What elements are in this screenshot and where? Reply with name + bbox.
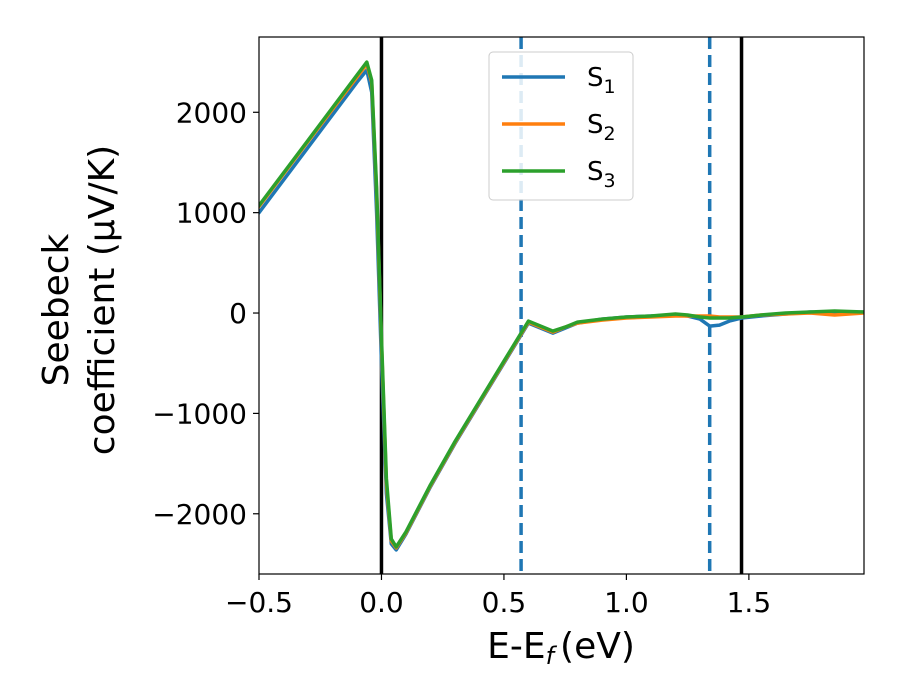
y-axis-label-line1: Seebeck — [36, 233, 77, 386]
legend-label-3: S3 — [587, 157, 616, 192]
y-tick-label: −2000 — [152, 498, 247, 531]
x-tick-label: 0.5 — [482, 586, 527, 619]
x-tick-label: −0.5 — [225, 586, 293, 619]
legend-label-1: S1 — [587, 63, 616, 98]
x-axis-label: E-Ef (eV) — [487, 626, 635, 670]
x-tick-label: 1.5 — [727, 586, 772, 619]
x-tick-label: 0.0 — [359, 586, 404, 619]
y-tick-label: 0 — [229, 297, 247, 330]
y-tick-label: 2000 — [176, 96, 247, 129]
y-axis-ticks: −2000 −1000 0 1000 2000 — [152, 96, 259, 531]
series-lines — [259, 60, 864, 552]
y-axis-label-line2: coefficient (μV/K) — [82, 145, 123, 455]
x-axis-ticks: −0.5 0.0 0.5 1.0 1.5 — [225, 574, 771, 619]
legend-label-2: S2 — [587, 110, 616, 145]
x-tick-label: 1.0 — [604, 586, 649, 619]
legend: S1 S2 S3 — [488, 51, 634, 201]
y-tick-label: 1000 — [176, 197, 247, 230]
series-line-3 — [259, 60, 864, 549]
legend-box — [488, 51, 634, 201]
plot-frame — [258, 36, 865, 575]
y-tick-label: −1000 — [152, 397, 247, 430]
